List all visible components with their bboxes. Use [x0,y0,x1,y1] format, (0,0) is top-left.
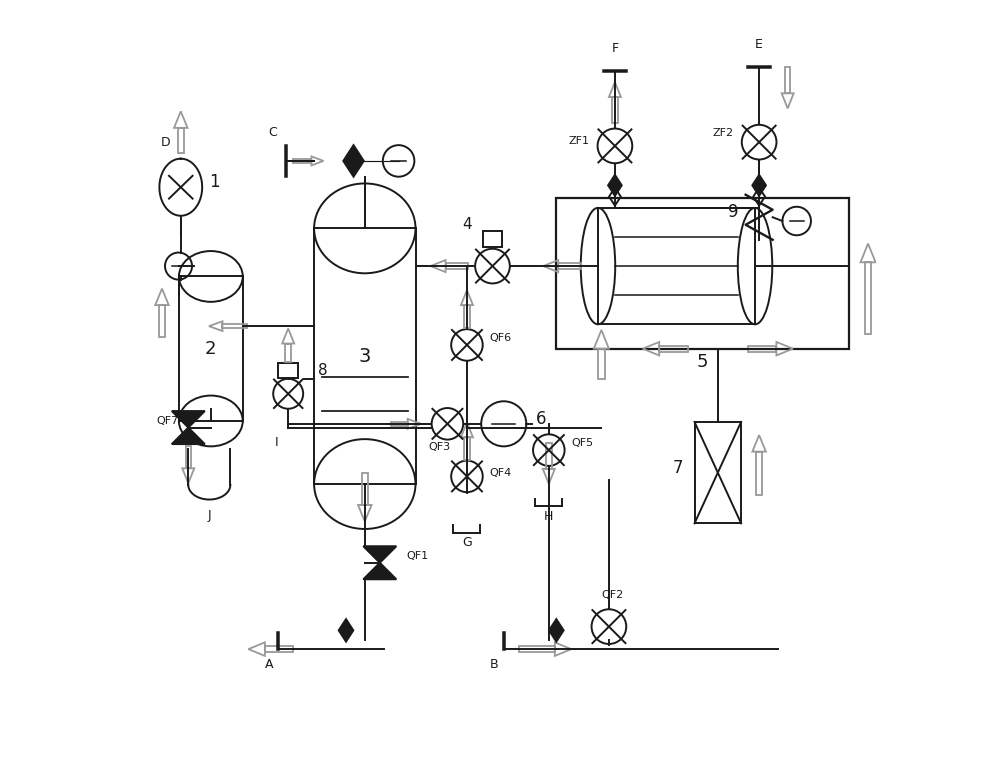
Bar [222,324,246,328]
Text: D: D [161,136,171,149]
Bar [865,262,871,334]
Text: B: B [490,658,499,671]
Text: 3: 3 [359,347,371,366]
Polygon shape [339,619,353,642]
Polygon shape [363,563,396,579]
Text: 8: 8 [318,363,328,378]
Bar [598,349,605,379]
Bar [464,305,470,327]
Polygon shape [172,428,205,444]
Bar [483,230,502,247]
Bar [556,198,849,349]
Bar [285,343,291,363]
Bar [756,451,762,495]
Bar [446,263,468,269]
Polygon shape [608,175,622,196]
Text: C: C [268,126,277,139]
Text: 7: 7 [673,459,683,477]
Bar [598,208,755,324]
Bar [558,263,581,269]
Bar [785,67,790,93]
Text: F: F [611,42,618,55]
Polygon shape [172,411,205,428]
Text: G: G [462,536,472,549]
Text: E: E [755,38,763,51]
Bar [265,646,293,653]
Bar [293,159,311,163]
Text: QF2: QF2 [602,590,624,600]
Bar [362,473,368,505]
Bar [179,276,243,421]
Text: I: I [275,436,279,449]
Bar [464,438,470,460]
Text: ZF1: ZF1 [568,135,589,145]
Polygon shape [343,145,364,177]
Text: QF1: QF1 [406,551,428,561]
Bar [695,422,741,523]
Text: QF6: QF6 [489,334,512,343]
Polygon shape [363,546,396,563]
Text: 5: 5 [697,353,709,372]
Bar [519,646,555,653]
Bar [186,446,191,468]
Text: QF7: QF7 [157,416,179,426]
Bar [659,346,688,352]
Polygon shape [549,619,564,642]
Bar [748,346,776,352]
Text: QF3: QF3 [429,442,451,452]
Text: H: H [544,510,554,523]
Text: A: A [265,658,273,671]
Bar [546,443,552,469]
Bar [159,305,165,337]
Text: 6: 6 [536,410,547,428]
Text: 4: 4 [462,216,472,232]
Bar [314,229,416,484]
Bar [612,97,618,123]
Text: QF5: QF5 [571,438,593,448]
Bar [391,422,408,426]
Text: ZF2: ZF2 [713,128,734,138]
Bar [178,128,184,153]
Text: 1: 1 [209,173,220,191]
Bar [278,363,298,378]
Text: J: J [208,509,211,522]
Text: QF4: QF4 [489,468,512,478]
Text: 2: 2 [205,340,217,358]
Polygon shape [752,175,766,196]
Text: 9: 9 [728,203,738,221]
